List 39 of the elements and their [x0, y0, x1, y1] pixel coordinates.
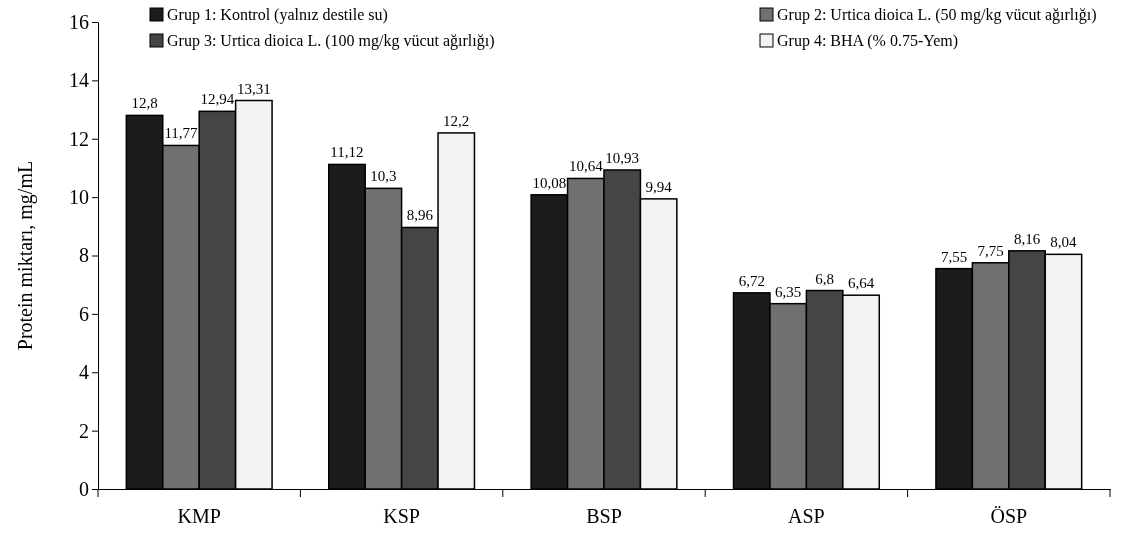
y-tick-label: 6	[79, 302, 89, 325]
y-tick-label: 0	[79, 477, 89, 500]
y-axis-title: Protein miktarı, mg/mL	[14, 160, 37, 351]
legend-label: Grup 4: BHA (% 0.75-Yem)	[777, 32, 959, 50]
data-label: 12,94	[200, 91, 235, 108]
data-label: 8,16	[1013, 230, 1041, 247]
data-label: 12,8	[131, 95, 158, 112]
data-label: 9,94	[645, 178, 673, 195]
data-label: 7,75	[977, 242, 1004, 259]
data-label: 10,93	[605, 149, 640, 166]
data-label: 6,64	[847, 275, 875, 292]
data-label: 6,72	[738, 272, 765, 289]
y-tick-label: 4	[79, 361, 89, 384]
y-tick-label: 8	[79, 244, 89, 267]
x-tick-label: BSP	[586, 505, 622, 528]
data-label: 11,12	[330, 144, 364, 161]
x-tick-label: KSP	[383, 505, 420, 528]
data-label: 10,64	[568, 158, 604, 175]
x-tick-label: ÖSP	[990, 505, 1028, 528]
data-label: 7,55	[941, 248, 968, 265]
data-label: 12,2	[443, 112, 470, 129]
legend-label: Grup 1: Kontrol (yalnız destile su)	[167, 6, 388, 24]
data-label: 8,04	[1050, 234, 1078, 251]
data-label: 6,8	[815, 270, 834, 287]
y-tick-label: 12	[69, 127, 89, 150]
data-label: 10,3	[370, 168, 397, 185]
y-tick-label: 2	[79, 419, 89, 442]
data-label: 13,31	[236, 80, 271, 97]
y-tick-label: 16	[69, 10, 89, 33]
data-label: 11,77	[164, 125, 199, 142]
x-tick-label: KMP	[177, 505, 221, 528]
data-label: 6,35	[775, 283, 802, 300]
y-tick-label: 14	[69, 69, 89, 92]
data-label: 8,96	[406, 207, 434, 224]
legend-label: Grup 3: Urtica dioica L. (100 mg/kg vücut ağırlığı)	[167, 32, 495, 50]
y-tick-label: 10	[69, 186, 89, 209]
x-tick-label: ASP	[788, 505, 825, 528]
data-label: 10,08	[532, 174, 567, 191]
legend-label: Grup 2: Urtica dioica L. (50 mg/kg vücut ağırlığı)	[777, 6, 1097, 24]
